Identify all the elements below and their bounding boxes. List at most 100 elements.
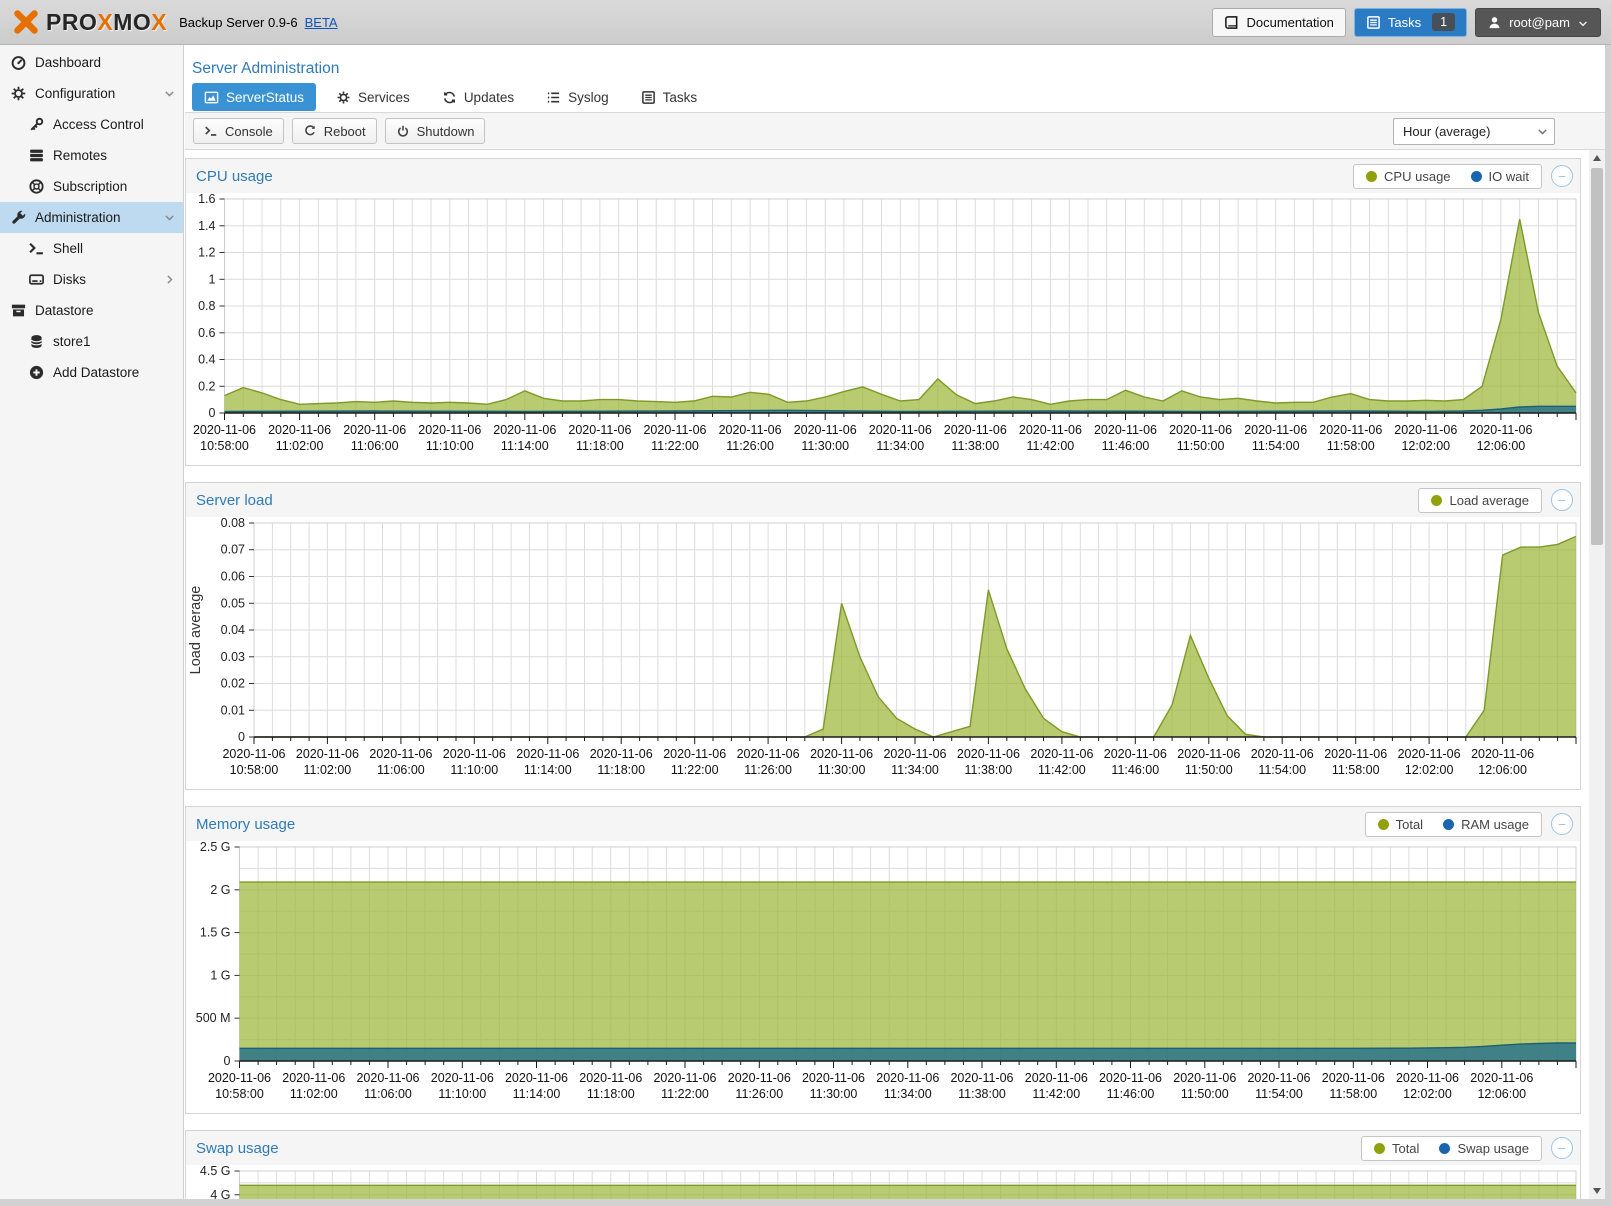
legend-item[interactable]: Total: [1373, 1141, 1419, 1156]
legend-item[interactable]: IO wait: [1470, 169, 1529, 184]
sidebar-item-datastore[interactable]: Datastore: [0, 295, 183, 326]
terminal-icon: [204, 124, 218, 138]
svg-text:2020-11-06: 2020-11-06: [193, 423, 256, 437]
toolbar-buttons: Console Reboot Shutdown: [193, 118, 493, 144]
svg-text:12:02:00: 12:02:00: [1403, 1087, 1452, 1101]
svg-text:11:54:00: 11:54:00: [1258, 763, 1306, 777]
tab-syslog[interactable]: Syslog: [534, 83, 621, 111]
time-range-select[interactable]: Hour (average): [1393, 117, 1555, 145]
legend-item[interactable]: RAM usage: [1443, 817, 1529, 832]
scroll-down-button[interactable]: [1589, 1183, 1605, 1199]
svg-text:11:46:00: 11:46:00: [1107, 1087, 1155, 1101]
svg-text:2020-11-06: 2020-11-06: [268, 423, 331, 437]
svg-text:11:58:00: 11:58:00: [1329, 1087, 1377, 1101]
beta-link[interactable]: BETA: [304, 14, 338, 30]
syslog-icon: [546, 90, 561, 105]
sidebar-item-configuration[interactable]: Configuration: [0, 78, 183, 109]
top-bar-actions: Documentation Tasks 1 root@pam: [1212, 7, 1601, 37]
svg-text:2020-11-06: 2020-11-06: [957, 747, 1020, 761]
sidebar-item-store1[interactable]: store1: [0, 326, 183, 357]
disk-icon: [28, 271, 45, 288]
vertical-scrollbar: [1589, 150, 1605, 1199]
svg-text:11:02:00: 11:02:00: [290, 1087, 338, 1101]
time-range-value: Hour (average): [1403, 123, 1491, 139]
svg-text:2020-11-06: 2020-11-06: [493, 423, 556, 437]
sidebar-item-disks[interactable]: Disks: [0, 264, 183, 295]
tasks-icon: [641, 90, 656, 105]
sidebar-item-shell[interactable]: Shell: [0, 233, 183, 264]
tab-updates[interactable]: Updates: [430, 83, 526, 111]
svg-text:11:10:00: 11:10:00: [450, 763, 498, 777]
svg-text:500 M: 500 M: [196, 1011, 231, 1025]
svg-text:2020-11-06: 2020-11-06: [579, 1071, 642, 1085]
chevron-down-icon: [1530, 125, 1554, 138]
tab-serverstatus[interactable]: ServerStatus: [192, 83, 317, 111]
sidebar-item-add-datastore[interactable]: Add Datastore: [0, 357, 183, 388]
legend-dot-icon: [1439, 1142, 1451, 1154]
sidebar-item-label: Datastore: [35, 303, 94, 318]
svg-text:1.2: 1.2: [198, 246, 215, 260]
svg-text:2020-11-06: 2020-11-06: [1247, 1071, 1310, 1085]
legend-item[interactable]: Load average: [1431, 493, 1529, 508]
chevron-down-icon[interactable]: [163, 87, 176, 100]
svg-text:11:34:00: 11:34:00: [884, 1087, 932, 1101]
toolbar-button-label: Shutdown: [416, 123, 475, 139]
tab-tasks[interactable]: Tasks: [629, 83, 710, 111]
sidebar-item-subscription[interactable]: Subscription: [0, 171, 183, 202]
scroll-up-button[interactable]: [1589, 150, 1605, 166]
scrollbar-thumb[interactable]: [1591, 168, 1603, 545]
svg-text:2020-11-06: 2020-11-06: [208, 1071, 271, 1085]
collapse-panel-icon[interactable]: −: [1551, 489, 1573, 511]
sidebar-item-access-control[interactable]: Access Control: [0, 109, 183, 140]
svg-text:11:34:00: 11:34:00: [891, 763, 939, 777]
sidebar-item-administration[interactable]: Administration: [0, 202, 183, 233]
svg-text:2020-11-06: 2020-11-06: [1019, 423, 1082, 437]
collapse-panel-icon[interactable]: −: [1551, 165, 1573, 187]
chevron-right-icon[interactable]: [163, 273, 176, 286]
sidebar-item-dashboard[interactable]: Dashboard: [0, 47, 183, 78]
svg-text:2020-11-06: 2020-11-06: [431, 1071, 494, 1085]
tab-label: ServerStatus: [226, 89, 305, 105]
shutdown-button[interactable]: Shutdown: [384, 118, 486, 144]
console-button[interactable]: Console: [193, 118, 284, 144]
user-menu-button[interactable]: root@pam: [1475, 7, 1601, 37]
collapse-panel-icon[interactable]: −: [1551, 813, 1573, 835]
svg-text:2020-11-06: 2020-11-06: [1324, 747, 1387, 761]
tasks-button[interactable]: Tasks 1: [1353, 7, 1468, 37]
dashboard-icon: [10, 54, 27, 71]
sidebar-item-remotes[interactable]: Remotes: [0, 140, 183, 171]
documentation-button[interactable]: Documentation: [1212, 7, 1346, 37]
svg-text:10:58:00: 10:58:00: [200, 439, 249, 453]
legend-item[interactable]: Swap usage: [1439, 1141, 1529, 1156]
svg-text:0: 0: [209, 406, 216, 420]
svg-text:11:14:00: 11:14:00: [501, 439, 549, 453]
legend-item[interactable]: Total: [1377, 817, 1423, 832]
svg-text:11:18:00: 11:18:00: [597, 763, 645, 777]
svg-text:2020-11-06: 2020-11-06: [222, 747, 285, 761]
svg-text:2020-11-06: 2020-11-06: [356, 1071, 419, 1085]
svg-text:11:42:00: 11:42:00: [1027, 439, 1075, 453]
tasks-icon: [1366, 15, 1381, 30]
legend-item[interactable]: CPU usage: [1366, 169, 1451, 184]
svg-text:11:26:00: 11:26:00: [726, 439, 774, 453]
svg-text:11:06:00: 11:06:00: [364, 1087, 412, 1101]
svg-text:0: 0: [238, 730, 245, 744]
chevron-down-icon[interactable]: [163, 211, 176, 224]
svg-text:11:46:00: 11:46:00: [1102, 439, 1150, 453]
svg-text:0.05: 0.05: [221, 596, 245, 610]
svg-text:12:06:00: 12:06:00: [1477, 1087, 1526, 1101]
reboot-button[interactable]: Reboot: [291, 118, 377, 144]
chart-legend: Load average: [1418, 487, 1542, 513]
window-edge-bottom: [0, 1199, 1611, 1206]
documentation-label: Documentation: [1246, 14, 1334, 30]
svg-text:2020-11-06: 2020-11-06: [728, 1071, 791, 1085]
tasks-label: Tasks: [1387, 14, 1422, 30]
collapse-panel-icon[interactable]: −: [1551, 1137, 1573, 1159]
sidebar-item-label: Dashboard: [35, 55, 102, 70]
lifering-icon: [28, 178, 45, 195]
tab-services[interactable]: Services: [324, 83, 422, 111]
svg-text:11:22:00: 11:22:00: [651, 439, 699, 453]
svg-text:0.01: 0.01: [221, 703, 245, 717]
toolbar: Console Reboot Shutdown Hour (average): [185, 112, 1605, 150]
